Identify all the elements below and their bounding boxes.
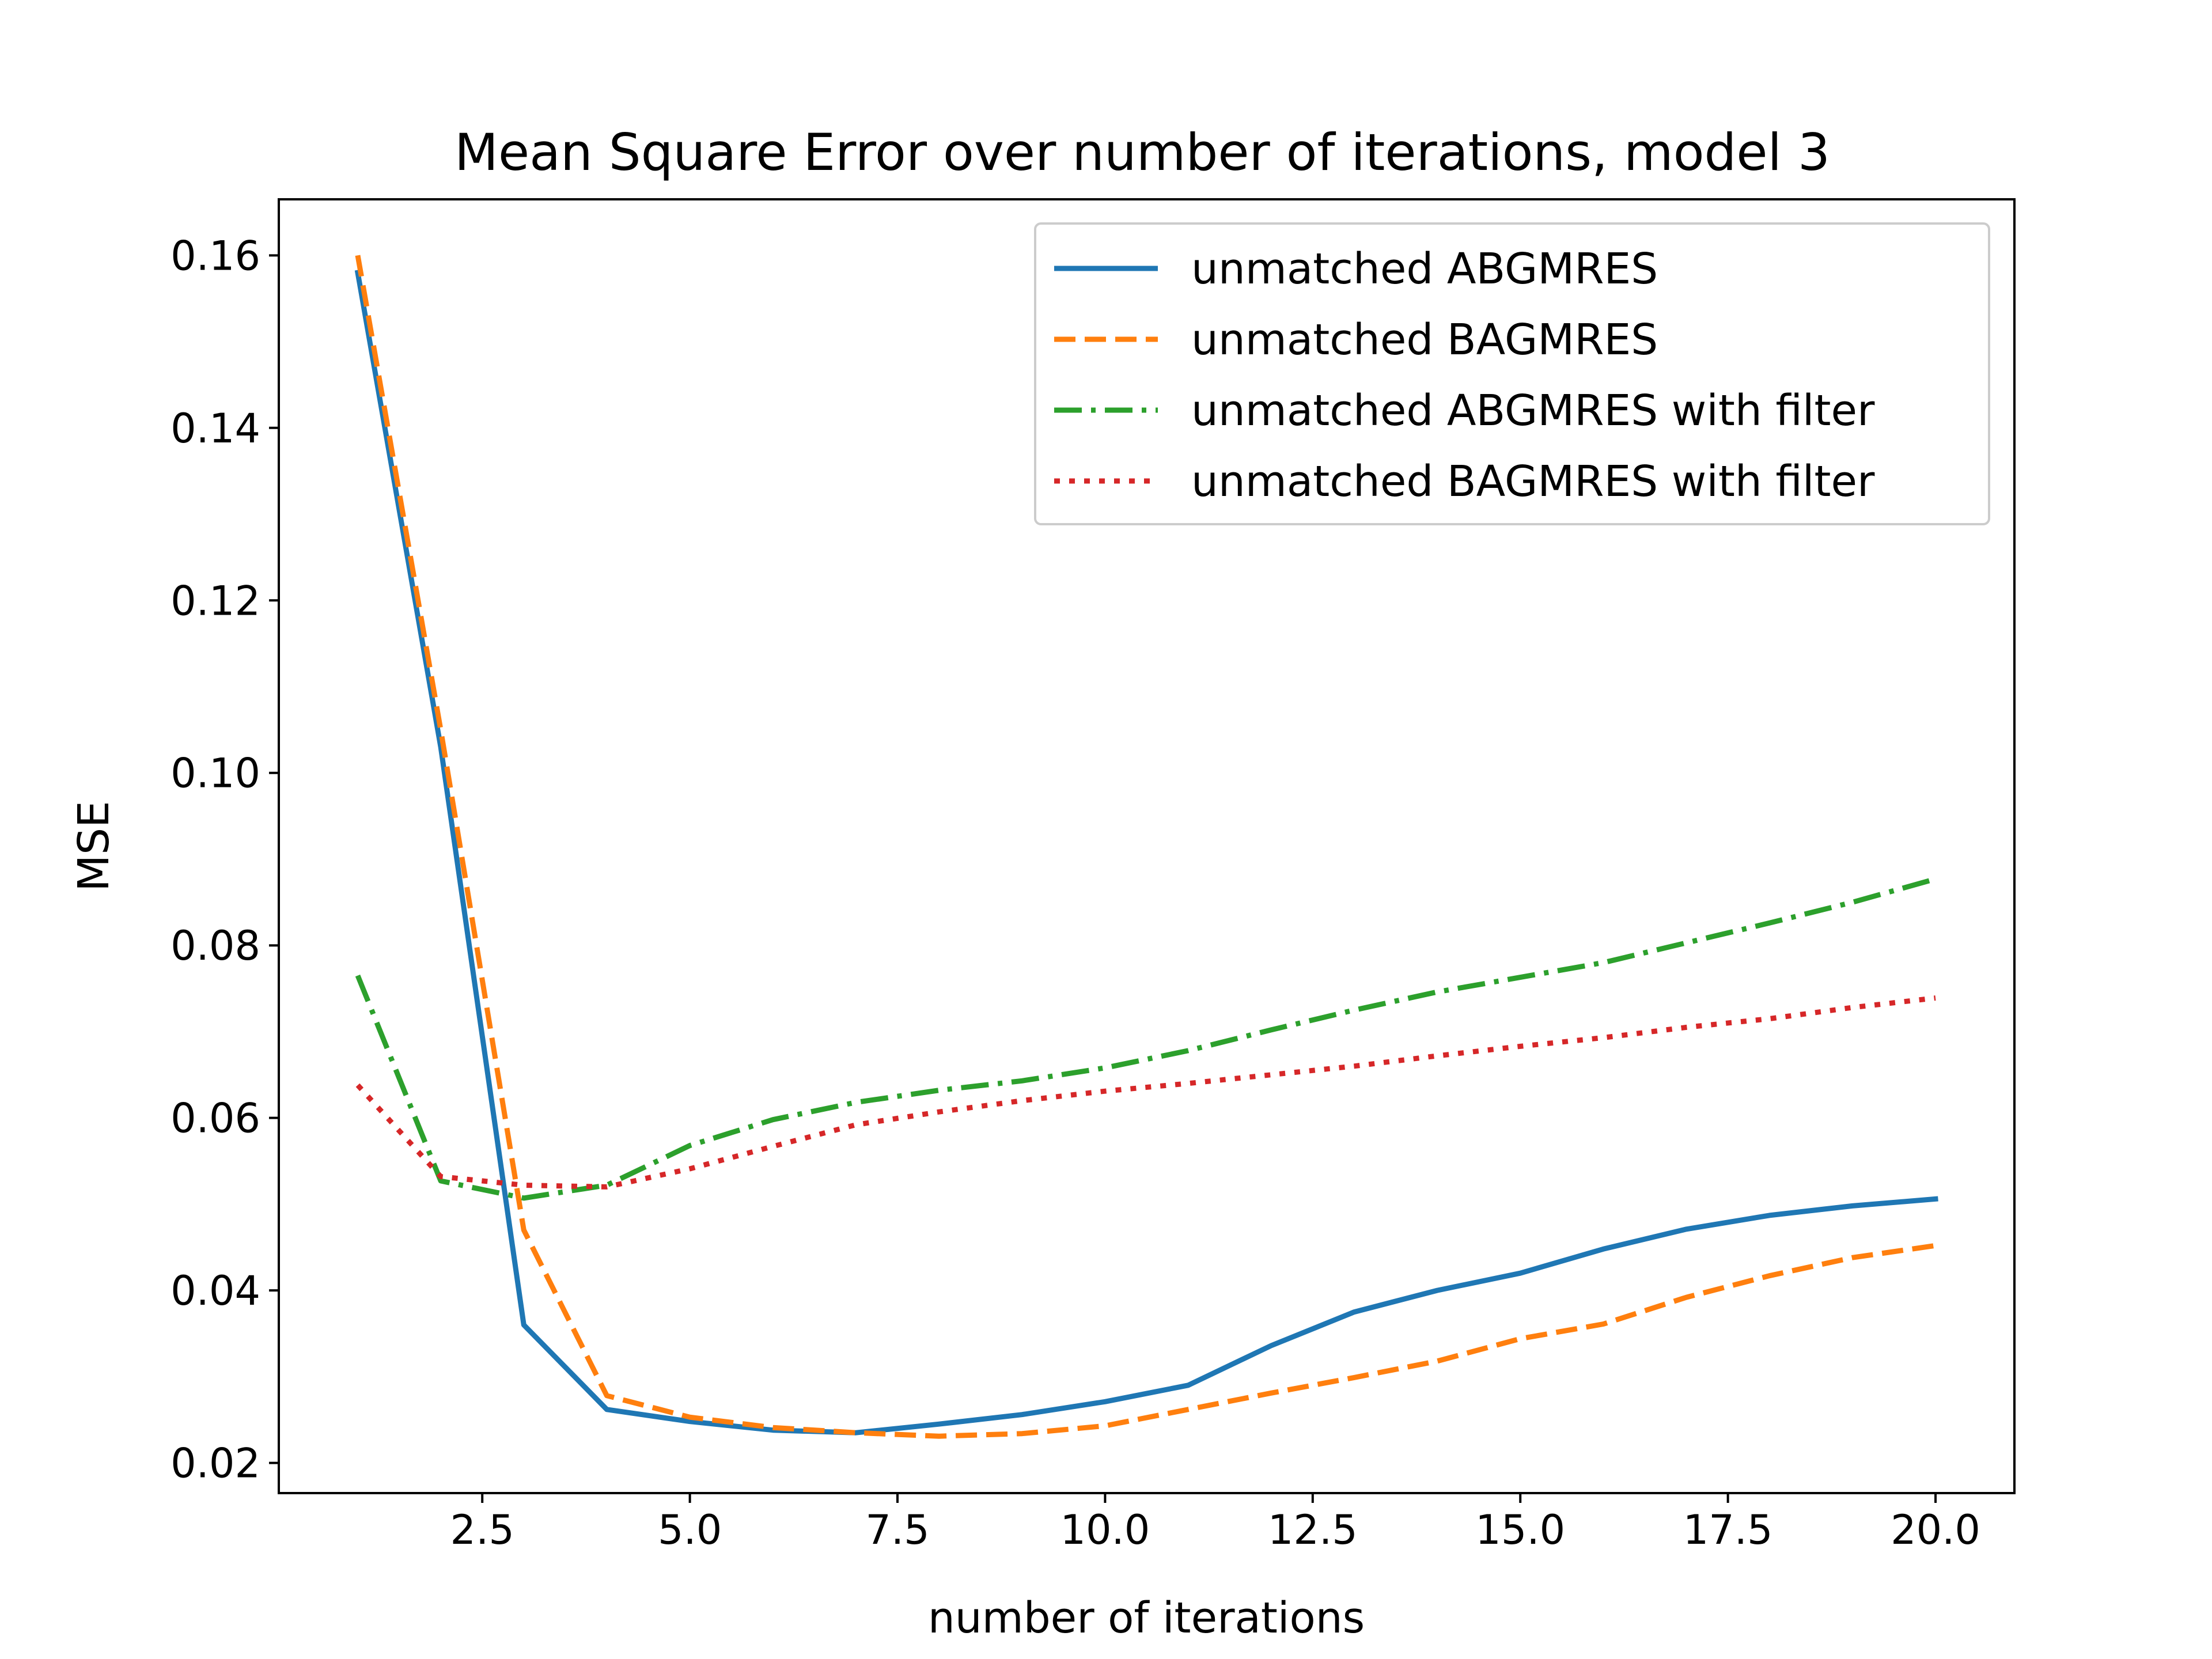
legend-label-1: unmatched ABGMRES: [1191, 244, 1658, 294]
series-line-4: [355, 995, 1936, 1190]
x-tick-label: 2.5: [450, 1506, 514, 1554]
plot-frame: [278, 198, 2016, 1494]
series-layer: [354, 255, 1938, 1439]
x-tick-label: 5.0: [658, 1506, 722, 1554]
y-tick-label: 0.16: [171, 232, 260, 279]
x-tick-label: 12.5: [1268, 1506, 1358, 1554]
y-tick-label: 0.02: [171, 1440, 260, 1487]
y-tick-label: 0.12: [171, 577, 260, 624]
y-tick-label: 0.04: [171, 1267, 260, 1315]
x-tick-label: 17.5: [1683, 1506, 1773, 1554]
x-tick-label: 15.0: [1475, 1506, 1565, 1554]
x-tick-label: 7.5: [865, 1506, 929, 1554]
x-tick-label: 20.0: [1891, 1506, 1980, 1554]
x-axis: 2.5 5.0 7.5 10.0 12.5 15.0 17.5 20.0: [450, 1493, 1980, 1554]
series-line-3: [355, 876, 1937, 1201]
legend-label-4: unmatched BAGMRES with filter: [1191, 457, 1875, 506]
y-tick-label: 0.10: [171, 750, 260, 797]
legend-label-2: unmatched BAGMRES: [1191, 315, 1658, 365]
legend-label-3: unmatched ABGMRES with filter: [1191, 386, 1875, 435]
legend-frame: [1034, 222, 1990, 525]
x-axis-label: number of iterations: [928, 1593, 1365, 1643]
y-tick-label: 0.06: [171, 1095, 260, 1142]
legend: unmatched ABGMRES unmatched BAGMRES unmatc…: [1034, 222, 1990, 525]
series-line-2: [355, 255, 1936, 1439]
y-axis-label: MSE: [69, 801, 119, 892]
y-axis: 0.02 0.04 0.06 0.08 0.10 0.12 0.14 0.16: [171, 232, 279, 1487]
legend-items: unmatched ABGMRES unmatched BAGMRES unmatc…: [1054, 244, 1875, 506]
x-tick-label: 10.0: [1060, 1506, 1150, 1554]
y-tick-label: 0.14: [171, 405, 260, 452]
y-tick-label: 0.08: [171, 922, 260, 969]
series-line-1: [354, 270, 1938, 1435]
chart-title: Mean Square Error over number of iterati…: [454, 123, 1830, 182]
